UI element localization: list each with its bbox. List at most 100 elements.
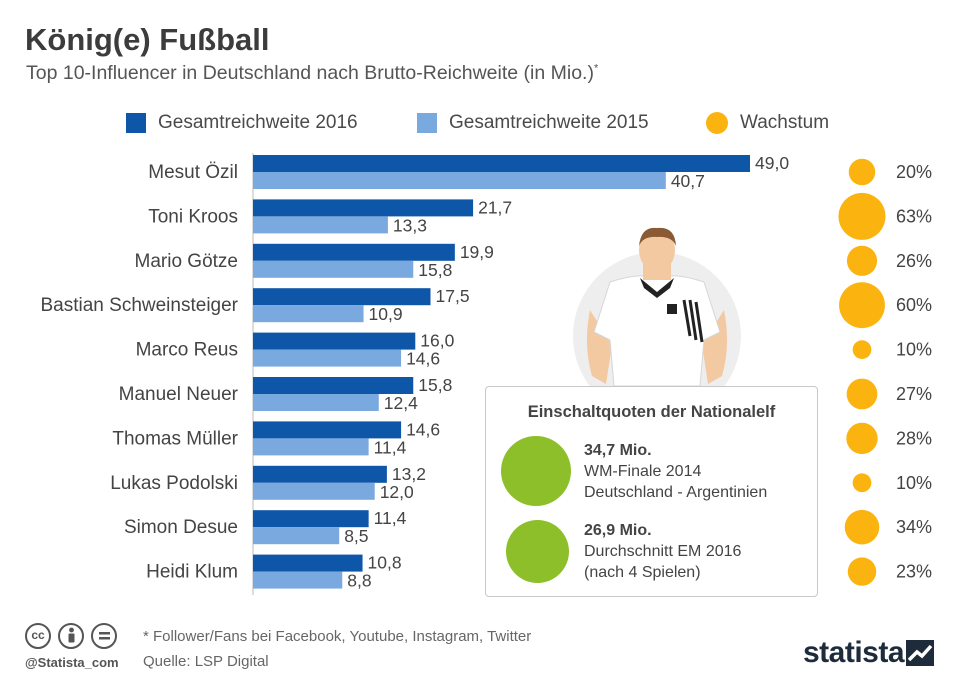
source: Quelle: LSP Digital [143,653,269,670]
legend-2015: Gesamtreichweite 2015 [417,110,649,136]
bar-2016-manuel-neuer [253,377,414,394]
ratings-circle-em-2016 [506,520,569,583]
statista-logo: statista [803,636,905,669]
value-label-2016-lukas-podolski: 13,2 [392,464,426,484]
bar-2015-bastian-schweinsteiger [253,305,364,323]
value-label-2015-mesut-zil: 40,7 [671,171,705,191]
subtitle: Top 10-Influencer in Deutschland nach Br… [26,62,598,85]
growth-bubble-manuel-neuer [846,378,878,410]
growth-bubble-heidi-klum [847,557,877,586]
no-derivatives-icon [91,623,117,649]
bar-2016-marco-reus [253,332,416,350]
subtitle-text: Top 10-Influencer in Deutschland nach Br… [26,62,594,84]
growth-label-lukas-podolski: 10% [896,473,932,493]
bar-2015-lukas-podolski [253,482,375,500]
tv-ratings-title: Einschaltquoten der Nationalelf [527,403,776,421]
value-label-2015-thomas-m-ller: 11,4 [374,437,407,457]
category-label-lukas-podolski: Lukas Podolski [110,473,238,494]
growth-label-simon-desue: 34% [896,517,932,537]
legend-swatch-growth [706,112,728,134]
growth-label-bastian-schweinsteiger: 60% [896,295,932,315]
value-label-2016-marco-reus: 16,0 [420,331,454,351]
bar-2016-lukas-podolski [253,465,387,483]
bar-2015-toni-kroos [253,216,388,234]
value-label-2015-simon-desue: 8,5 [344,526,368,546]
value-label-2016-simon-desue: 11,4 [374,508,407,528]
legend-label-2015: Gesamtreichweite 2015 [449,112,649,133]
value-label-2015-mario-g-tze: 15,8 [418,260,452,280]
growth-bubble-lukas-podolski [852,473,872,493]
bar-2015-thomas-m-ller [253,438,369,456]
bar-2015-heidi-klum [253,571,343,589]
category-label-mesut-zil: Mesut Özil [148,162,238,183]
growth-bubble-marco-reus [852,340,872,359]
ratings-circle-wm-final [501,436,571,506]
ratings-value-wm-final: 34,7 Mio. [584,442,652,459]
value-label-2015-toni-kroos: 13,3 [393,215,427,235]
attribution-icon [58,623,84,649]
category-label-mario-g-tze: Mario Götze [135,251,238,272]
value-label-2016-mesut-zil: 49,0 [755,153,789,173]
bar-2016-mario-g-tze [253,243,455,261]
value-label-2016-mario-g-tze: 19,9 [460,242,494,262]
ratings-line2-em-2016: (nach 4 Spielen) [584,564,701,581]
legend-label-2016: Gesamtreichweite 2016 [158,112,358,133]
growth-label-mario-g-tze: 26% [896,251,932,271]
ratings-line2-wm-final: Deutschland - Argentinien [584,484,768,501]
growth-label-mesut-zil: 20% [896,162,932,182]
growth-label-manuel-neuer: 27% [896,384,932,404]
growth-label-heidi-klum: 23% [896,562,932,582]
legend-label-growth: Wachstum [740,112,830,133]
category-label-marco-reus: Marco Reus [136,340,238,361]
growth-bubble-bastian-schweinsteiger [839,282,885,329]
bar-2016-thomas-m-ller [253,421,402,439]
category-label-bastian-schweinsteiger: Bastian Schweinsteiger [41,295,239,316]
handle: @Statista_com [25,655,119,670]
bar-2015-mario-g-tze [253,260,414,278]
bar-2016-bastian-schweinsteiger [253,288,431,306]
category-label-simon-desue: Simon Desue [124,517,238,538]
value-label-2015-lukas-podolski: 12,0 [380,482,414,502]
value-label-2016-toni-kroos: 21,7 [478,197,512,217]
bar-2015-manuel-neuer [253,394,379,411]
value-label-2015-heidi-klum: 8,8 [347,571,371,591]
category-label-toni-kroos: Toni Kroos [148,206,238,227]
category-label-manuel-neuer: Manuel Neuer [119,384,239,405]
value-label-2016-manuel-neuer: 15,8 [418,375,452,395]
labels-layer: Mesut Özil 49,0 40,7 Toni Kroos 21,7 13,3 Mari… [41,153,790,591]
ratings-value-em-2016: 26,9 Mio. [584,522,652,539]
ratings-line1-wm-final: WM-Finale 2014 [584,463,702,480]
legend-2016: Gesamtreichweite 2016 [126,110,358,136]
bar-2015-marco-reus [253,349,402,367]
ratings-text-em-2016: 26,9 Mio. Durchschnitt EM 2016 (nach 4 S… [584,520,741,583]
growth-bubble-mesut-zil [848,158,876,186]
legend-swatch-2015 [417,113,437,133]
value-label-2016-heidi-klum: 10,8 [368,553,402,573]
bar-2015-simon-desue [253,527,340,545]
growth-bubble-toni-kroos [838,192,886,240]
bars-layer [252,153,750,595]
ratings-line1-em-2016: Durchschnitt EM 2016 [584,543,742,560]
growth-label-toni-kroos: 63% [896,206,932,226]
growth-bubble-mario-g-tze [846,245,878,276]
bar-2015-mesut-zil [253,172,666,189]
page-title: König(e) Fußball [25,22,270,57]
category-label-heidi-klum: Heidi Klum [146,562,238,583]
value-label-2016-thomas-m-ller: 14,6 [406,419,440,439]
growth-bubble-simon-desue [844,509,880,545]
growth-label-marco-reus: 10% [896,340,932,360]
bar-2016-simon-desue [253,510,369,528]
growth-bubble-thomas-m-ller [846,422,878,455]
value-label-2015-marco-reus: 14,6 [406,349,440,369]
growth-layer: 20% 63% 26% 60% 10% 27% 28% 10% 34% 23% [838,158,932,586]
footnote: * Follower/Fans bei Facebook, Youtube, I… [143,628,532,645]
player-illustration [573,227,741,420]
subtitle-footnote-mark: * [593,62,599,75]
value-label-2015-bastian-schweinsteiger: 10,9 [369,304,403,324]
value-label-2015-manuel-neuer: 12,4 [384,393,418,413]
bar-2016-toni-kroos [253,199,474,217]
growth-label-thomas-m-ller: 28% [896,428,932,448]
cc-icon: cc [25,623,51,649]
legend-swatch-2016 [126,113,146,133]
